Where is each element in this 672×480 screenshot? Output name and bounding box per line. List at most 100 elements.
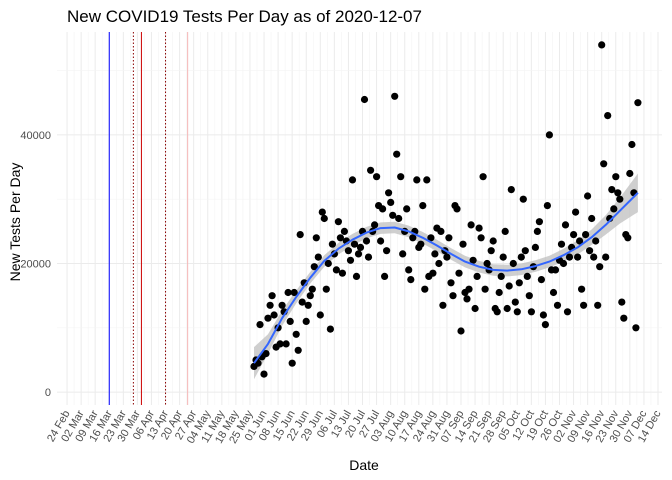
y-axis-ticks: 0 20000 40000 xyxy=(20,130,51,399)
data-point xyxy=(588,214,596,223)
data-point xyxy=(604,112,612,120)
data-point xyxy=(364,253,373,261)
data-point xyxy=(618,298,626,306)
data-point xyxy=(584,192,592,200)
data-point xyxy=(334,218,342,226)
data-point xyxy=(445,234,453,242)
data-point xyxy=(276,340,284,348)
data-point xyxy=(545,131,554,139)
data-point xyxy=(356,243,365,251)
data-point xyxy=(391,92,399,100)
data-point xyxy=(608,186,616,194)
data-point xyxy=(262,350,270,358)
data-point xyxy=(463,295,471,303)
data-point xyxy=(302,317,310,325)
data-point xyxy=(371,221,379,229)
data-point xyxy=(489,237,497,245)
data-point xyxy=(632,324,640,332)
data-point xyxy=(360,95,369,104)
data-point xyxy=(551,266,560,274)
data-point xyxy=(612,173,620,181)
data-point xyxy=(586,247,594,255)
data-point xyxy=(523,272,531,280)
data-point xyxy=(580,301,588,309)
data-point xyxy=(610,205,618,213)
data-point xyxy=(467,221,475,229)
data-point xyxy=(348,176,357,184)
data-point xyxy=(306,292,314,300)
data-point xyxy=(298,298,306,306)
data-point xyxy=(525,292,533,300)
data-point xyxy=(336,234,344,242)
data-point xyxy=(477,234,485,242)
data-point xyxy=(324,259,332,268)
data-point xyxy=(314,253,322,261)
data-point xyxy=(596,263,604,271)
data-point xyxy=(628,140,636,149)
y-axis-title: New Tests Per Day xyxy=(7,163,23,282)
data-point xyxy=(602,253,610,261)
data-point xyxy=(312,234,320,242)
data-point xyxy=(505,282,513,290)
data-point xyxy=(322,285,330,293)
data-point xyxy=(344,247,352,255)
data-point xyxy=(264,314,272,322)
chart-title: New COVID19 Tests Per Day as of 2020-12-… xyxy=(67,7,422,26)
data-point xyxy=(296,231,304,239)
data-point xyxy=(515,279,523,287)
data-point xyxy=(549,288,558,297)
data-point xyxy=(624,234,632,242)
data-point xyxy=(572,208,580,216)
data-point xyxy=(421,285,429,293)
data-point xyxy=(481,285,489,293)
data-point xyxy=(535,218,544,226)
data-point xyxy=(270,311,278,319)
data-point xyxy=(543,202,552,210)
data-point xyxy=(367,166,375,174)
data-point xyxy=(292,330,300,338)
data-point xyxy=(268,292,276,300)
data-point xyxy=(511,298,519,306)
data-point xyxy=(620,314,628,322)
data-point xyxy=(409,234,417,242)
data-point xyxy=(429,269,437,277)
data-point xyxy=(453,205,461,213)
data-point xyxy=(399,250,407,258)
data-point xyxy=(499,253,507,261)
data-point xyxy=(507,186,515,194)
data-point xyxy=(553,301,562,309)
data-point xyxy=(288,359,296,367)
data-point xyxy=(513,308,521,316)
data-point xyxy=(403,205,411,213)
data-point xyxy=(539,311,548,319)
x-axis-title: Date xyxy=(349,457,379,473)
data-point xyxy=(557,240,566,248)
data-point xyxy=(495,288,503,297)
data-point xyxy=(561,221,570,229)
data-point xyxy=(260,370,268,378)
data-point xyxy=(594,301,602,309)
data-point xyxy=(389,211,397,219)
data-point xyxy=(278,301,286,309)
data-point xyxy=(479,173,487,181)
data-point xyxy=(447,279,455,287)
smooth-curve xyxy=(253,192,639,364)
data-point xyxy=(316,311,324,319)
data-point xyxy=(487,247,495,255)
data-point xyxy=(570,231,578,239)
data-point xyxy=(385,189,393,197)
data-point xyxy=(340,227,348,235)
data-point xyxy=(373,173,381,181)
data-point xyxy=(590,253,598,261)
data-point xyxy=(256,321,264,329)
data-point xyxy=(308,285,316,293)
data-point xyxy=(483,259,491,268)
data-point xyxy=(600,160,608,168)
data-point xyxy=(465,285,473,293)
data-point xyxy=(563,308,572,316)
grid-lines xyxy=(57,32,662,405)
data-point xyxy=(521,247,529,255)
